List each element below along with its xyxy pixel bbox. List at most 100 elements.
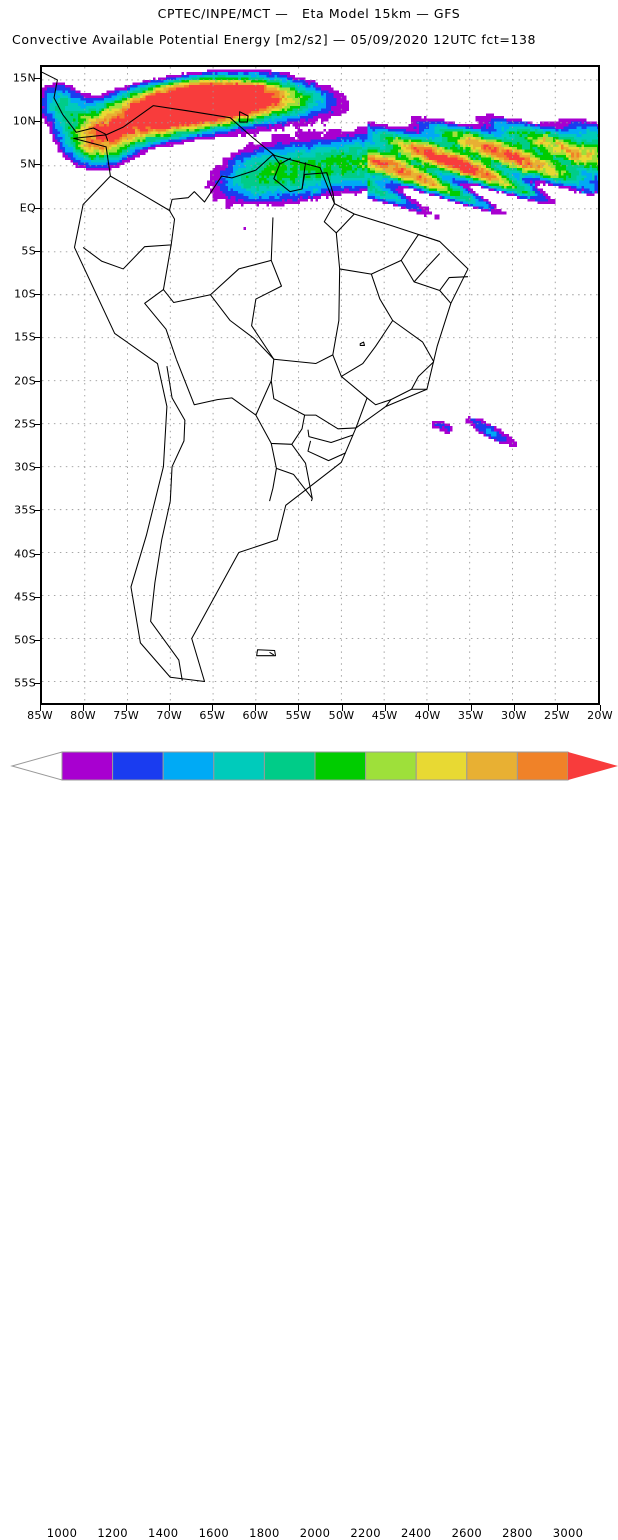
y-tick-label: 55S [14,676,36,690]
geo-outline [279,157,292,165]
y-tick-mark [34,77,40,79]
geo-outline [251,217,282,360]
x-tick-label: 75W [113,709,140,722]
y-tick-mark [34,683,40,685]
colorbar-band [314,751,367,781]
geo-outline [439,276,468,291]
colorbar-band [263,751,316,781]
geo-outline [256,649,277,657]
colorbar-over-cap [568,752,618,780]
colorbar-band [466,751,518,781]
geo-outline [273,268,341,365]
geo-outline [392,320,435,363]
y-tick-label: 50S [14,633,36,647]
cape-color-band [47,72,598,437]
x-tick-mark [298,705,300,711]
colorbar-tick-label: 2400 [400,1526,432,1540]
x-tick-mark [470,705,472,711]
y-tick-mark [34,467,40,469]
y-tick-label: 45S [14,590,36,604]
y-tick-mark [34,207,40,209]
colorbar-band [516,751,569,781]
x-tick-label: 55W [285,709,312,722]
geo-outline [332,273,394,377]
x-tick-mark [556,705,558,711]
x-tick-label: 50W [328,709,355,722]
colorbar-tick-label: 1200 [97,1526,128,1540]
colorbar-tick-label: 3000 [552,1526,584,1540]
x-tick-mark [341,705,343,711]
y-tick-label: 5S [21,244,36,258]
y-tick-mark [34,337,40,339]
y-tick-mark [34,596,40,598]
y-tick-label: 15N [12,71,36,85]
geo-outline [239,111,249,123]
geo-outline [150,366,186,681]
y-tick-mark [34,250,40,252]
x-tick-label: 80W [70,709,96,722]
y-tick-mark [34,640,40,642]
x-tick-label: 35W [457,709,484,722]
map-plot-area [40,65,600,705]
y-tick-label: 15S [14,330,36,344]
y-tick-label: 40S [14,547,36,561]
x-tick-label: 20W [587,709,613,722]
x-tick-mark [255,705,257,711]
geo-outline [255,380,306,445]
geo-outline [210,259,272,296]
y-tick-mark [34,380,40,382]
x-tick-mark [40,705,41,711]
chart-page: CPTEC/INPE/MCT — Eta Model 15km — GFS Co… [10,6,618,1540]
geo-outline [42,71,109,142]
y-tick-label: 20S [14,374,36,388]
y-tick-label: 25S [14,417,36,431]
y-tick-mark [34,121,40,123]
geo-outline [411,361,435,390]
colorbar-band [365,751,417,781]
colorbar-tick-label: 1400 [147,1526,179,1540]
colorbar-band [112,751,164,781]
colorbar-tick-label: 1600 [198,1526,230,1540]
geo-outline [269,651,275,656]
geo-outline [307,429,354,444]
geo-outline [323,203,355,234]
geo-outline [400,260,452,304]
y-tick-mark [34,510,40,512]
colorbar-tick-label: 2600 [451,1526,483,1540]
cape-color-band [54,74,598,202]
geo-outline [276,467,313,502]
x-tick-mark [427,705,429,711]
x-tick-label: 85W [27,709,53,722]
y-tick-label: 35S [14,503,36,517]
y-tick-mark [34,164,40,166]
chart-subtitle: Convective Available Potential Energy [m… [12,32,537,47]
x-tick-label: 40W [414,709,441,722]
geo-outline [144,244,177,360]
y-tick-mark [34,294,40,296]
y-tick-label: EQ [19,201,36,215]
geo-outline [341,376,392,406]
y-tick-label: 10N [12,114,36,128]
x-tick-label: 30W [500,709,527,722]
y-tick-mark [34,553,40,555]
colorbar-tick-label: 2800 [502,1526,533,1540]
x-tick-mark [212,705,214,711]
x-tick-label: 70W [156,709,183,722]
x-tick-mark [169,705,171,711]
x-tick-mark [384,705,386,711]
x-tick-mark [126,705,128,711]
geo-outline [413,253,441,283]
geo-outline [355,397,368,429]
coastlines-and-borders [42,71,469,683]
colorbar-tick-label: 2200 [350,1526,381,1540]
colorbar-tick-label: 1800 [249,1526,280,1540]
x-tick-label: 60W [242,709,269,722]
x-tick-mark [600,705,601,711]
cape-color-band [91,82,530,179]
geo-outline [291,444,313,499]
colorbar-band [415,751,468,781]
x-tick-label: 25W [544,709,570,722]
geo-outline [269,443,277,502]
geo-outline [168,169,257,211]
y-tick-label: 5N [20,157,36,171]
